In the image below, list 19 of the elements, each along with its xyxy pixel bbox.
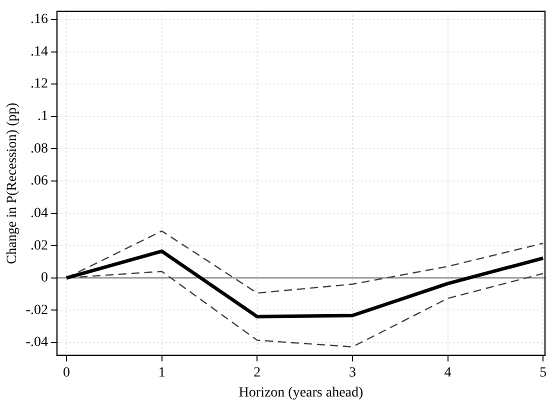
y-tick-label: .1 bbox=[37, 109, 48, 124]
y-tick-label: .04 bbox=[30, 206, 48, 221]
x-tick-label: 5 bbox=[540, 365, 547, 380]
y-tick-label: .08 bbox=[30, 141, 48, 156]
y-tick-label: .14 bbox=[30, 44, 48, 60]
y-tick-label: -.04 bbox=[26, 335, 48, 350]
y-tick-label: .02 bbox=[30, 238, 48, 254]
x-tick-label: 2 bbox=[254, 365, 261, 380]
y-tick-label: -.02 bbox=[26, 302, 48, 318]
y-tick-label: 0 bbox=[40, 270, 48, 286]
y-axis-title: Change in P(Recession) (pp) bbox=[5, 102, 20, 264]
x-tick-label: 4 bbox=[444, 365, 452, 380]
x-axis-title: Horizon (years ahead) bbox=[238, 385, 364, 400]
x-tick-label: 1 bbox=[158, 365, 166, 380]
x-tick-label: 3 bbox=[348, 365, 356, 380]
y-tick-label: .06 bbox=[30, 174, 48, 189]
y-tick-label: .16 bbox=[30, 12, 48, 28]
y-tick-label: .12 bbox=[30, 76, 48, 92]
x-tick-label: 0 bbox=[62, 365, 70, 380]
